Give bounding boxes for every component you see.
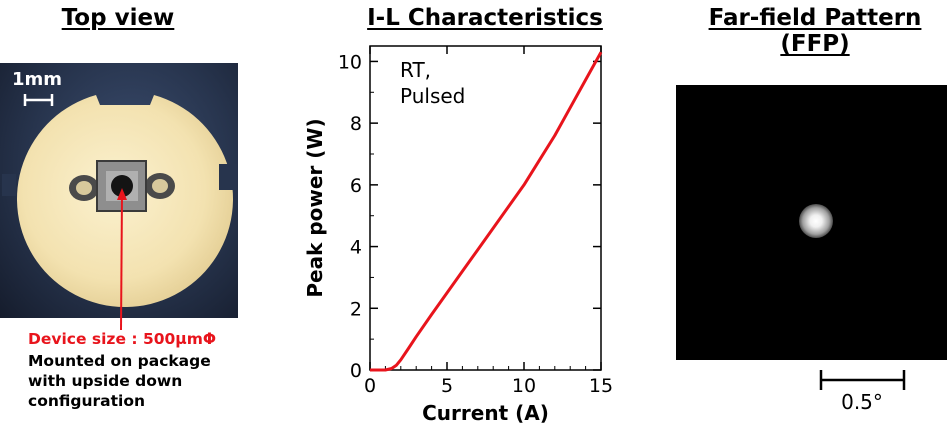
package-notch-right	[219, 164, 237, 190]
il-y-axis-label: Peak power (W)	[303, 118, 327, 297]
ffp-title-line2: (FFP)	[780, 31, 850, 57]
mount-caption-line2: with upside down	[28, 372, 183, 390]
ffp-beam-spot	[799, 204, 833, 238]
device-photo: 1mm	[0, 63, 238, 318]
il-chart: 0 5 10 15 0 2 4 6 8 10 Current (A) Peak power (W)…	[303, 45, 613, 425]
il-x-tick-label: 10	[512, 375, 536, 397]
il-axes	[369, 45, 602, 371]
mount-caption-line1: Mounted on package	[28, 352, 211, 370]
il-annotation-line1: RT,	[400, 58, 431, 82]
il-characteristics-title: I-L Characteristics	[367, 5, 603, 31]
il-curve-series	[370, 51, 603, 372]
ffp-scale-label: 0.5°	[841, 390, 883, 414]
il-plot-frame	[369, 45, 602, 371]
il-y-tick-label: 0	[350, 360, 362, 382]
il-y-tick-label: 4	[350, 237, 362, 259]
mount-lobe-left-inner	[76, 181, 92, 195]
device-aperture	[111, 175, 133, 197]
photo-scale-bar	[23, 94, 54, 106]
il-ticks: 0 5 10 15 0 2 4 6 8 10	[338, 46, 613, 397]
device-photo-illustration: 1mm	[2, 69, 237, 308]
mount-lobe-right-inner	[152, 179, 168, 193]
il-x-tick-label: 5	[441, 375, 453, 397]
il-x-axis-label: Current (A)	[422, 401, 549, 425]
il-x-tick-label: 15	[589, 375, 613, 397]
photo-scale-label: 1mm	[12, 69, 62, 90]
il-y-tick-label: 6	[350, 175, 362, 197]
mount-caption-line3: configuration	[28, 392, 145, 410]
top-view-title: Top view	[61, 5, 175, 31]
il-y-tick-label: 8	[350, 113, 362, 135]
ffp-title-line1: Far-field Pattern	[708, 5, 922, 31]
il-y-tick-label: 10	[338, 51, 362, 73]
il-x-tick-label: 0	[364, 375, 376, 397]
il-y-tick-label: 2	[350, 298, 362, 320]
ffp-scale-bar: 0.5°	[819, 370, 906, 414]
il-annotation-line2: Pulsed	[400, 84, 465, 108]
device-pointer-arrow	[120, 192, 123, 331]
package-notch-left	[2, 174, 16, 196]
ffp-title: Far-field Pattern (FFP)	[680, 5, 950, 57]
device-size-caption: Device size : 500μmΦ	[28, 330, 217, 348]
device-pointer-arrowhead	[117, 188, 127, 200]
ffp-image	[676, 85, 947, 360]
